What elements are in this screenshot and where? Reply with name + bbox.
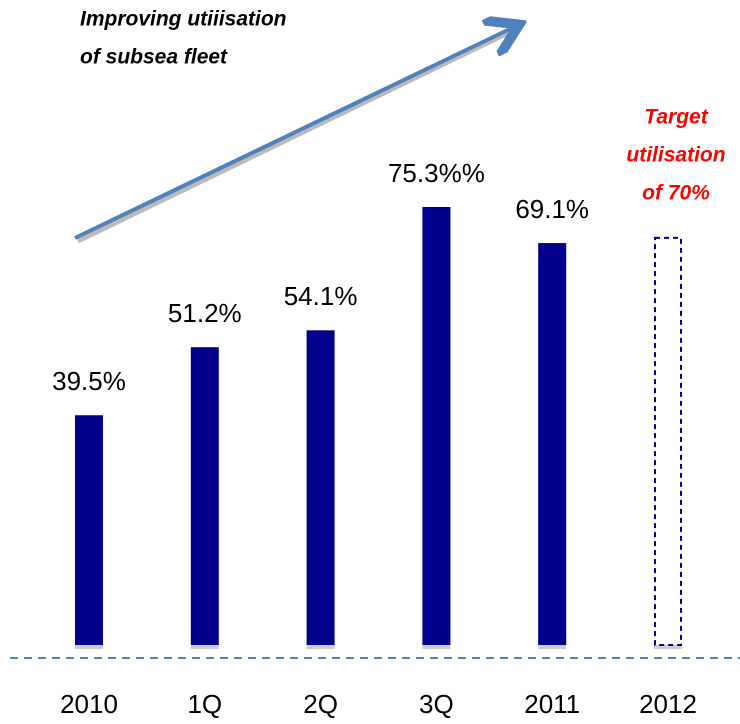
- bar-shadow: [422, 643, 451, 649]
- x-tick-label: 2011: [524, 689, 580, 719]
- annotation: utilisation: [626, 144, 725, 167]
- x-tick-label: 2Q: [303, 689, 338, 719]
- bar: [75, 415, 103, 645]
- value-label: 39.5%: [52, 366, 126, 396]
- trend-arrow: [74, 28, 512, 240]
- x-tick-label: 2010: [60, 689, 118, 719]
- bar: [538, 243, 567, 645]
- bar-shadow: [75, 643, 103, 649]
- target-bar: [654, 236, 682, 647]
- bar: [422, 207, 451, 645]
- x-tick-label: 3Q: [419, 689, 454, 719]
- annotation: Target: [644, 106, 708, 129]
- bar-shadow: [538, 643, 567, 649]
- value-label: 69.1%: [515, 194, 589, 224]
- value-label: 75.3%%: [388, 158, 485, 188]
- bar: [306, 330, 335, 645]
- value-label: 54.1%: [284, 281, 358, 311]
- x-tick-label: 2012: [639, 689, 697, 719]
- bar: [190, 347, 219, 645]
- x-tick-label: 1Q: [187, 689, 222, 719]
- value-label: 51.2%: [168, 298, 242, 328]
- bar-shadow: [190, 643, 219, 649]
- arrow-shadow: [76, 25, 520, 244]
- annotation: of 70%: [642, 182, 710, 205]
- bar-shadow: [654, 643, 682, 649]
- annotation: of subsea fleet: [80, 46, 228, 69]
- bar-shadow: [306, 643, 335, 649]
- annotation: Improving utiiisation: [80, 8, 287, 31]
